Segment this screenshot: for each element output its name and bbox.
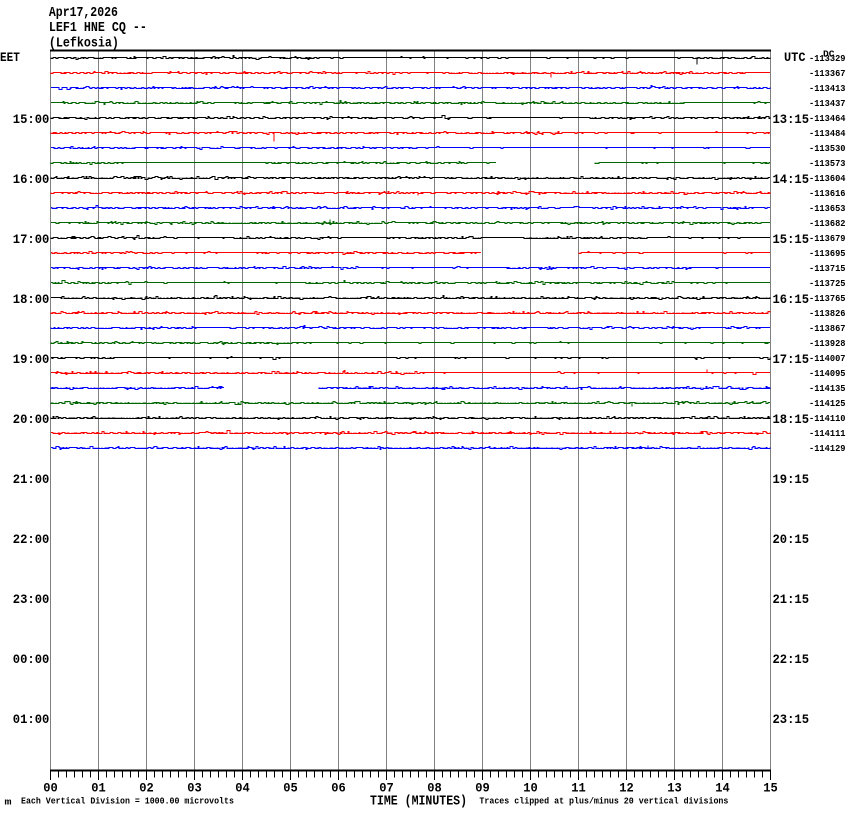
svg-text:18:00: 18:00 bbox=[13, 292, 50, 307]
svg-text:TIME (MINUTES): TIME (MINUTES) bbox=[370, 794, 467, 810]
svg-text:21:00: 21:00 bbox=[13, 472, 50, 487]
svg-text:-113765: -113765 bbox=[809, 294, 846, 304]
svg-text:15:00: 15:00 bbox=[13, 112, 50, 127]
svg-text:-113484: -113484 bbox=[809, 129, 846, 139]
svg-text:-113679: -113679 bbox=[809, 234, 846, 244]
svg-text:11: 11 bbox=[571, 781, 586, 796]
svg-text:22:00: 22:00 bbox=[13, 532, 50, 547]
svg-text:17:00: 17:00 bbox=[13, 232, 50, 247]
svg-text:-113715: -113715 bbox=[809, 264, 846, 274]
svg-text:18:15: 18:15 bbox=[773, 412, 810, 427]
svg-text:14: 14 bbox=[715, 781, 730, 796]
svg-text:-113695: -113695 bbox=[809, 249, 846, 259]
svg-text:-113616: -113616 bbox=[809, 189, 846, 199]
svg-text:17:15: 17:15 bbox=[773, 352, 810, 367]
svg-text:DC: DC bbox=[823, 49, 835, 59]
svg-text:14:15: 14:15 bbox=[773, 172, 810, 187]
svg-text:-113573: -113573 bbox=[809, 159, 846, 169]
svg-text:23:15: 23:15 bbox=[773, 712, 810, 727]
svg-text:20:00: 20:00 bbox=[13, 412, 50, 427]
svg-text:13: 13 bbox=[667, 781, 682, 796]
svg-text:22:15: 22:15 bbox=[773, 652, 810, 667]
svg-text:00:00: 00:00 bbox=[13, 652, 50, 667]
svg-text:23:00: 23:00 bbox=[13, 592, 50, 607]
svg-text:19:15: 19:15 bbox=[773, 472, 810, 487]
svg-text:-113725: -113725 bbox=[809, 279, 846, 289]
svg-text:07: 07 bbox=[379, 781, 394, 796]
svg-text:-113329: -113329 bbox=[809, 54, 846, 64]
svg-text:-113867: -113867 bbox=[809, 324, 846, 334]
svg-text:-113464: -113464 bbox=[809, 114, 846, 124]
svg-text:UTC: UTC bbox=[784, 51, 806, 65]
svg-text:04: 04 bbox=[235, 781, 250, 796]
svg-text:-113437: -113437 bbox=[809, 99, 846, 109]
svg-text:03: 03 bbox=[187, 781, 202, 796]
svg-text:16:15: 16:15 bbox=[773, 292, 810, 307]
svg-text:m: m bbox=[5, 798, 13, 808]
svg-text:-113826: -113826 bbox=[809, 309, 846, 319]
svg-text:12: 12 bbox=[619, 781, 634, 796]
svg-text:Apr17,2026: Apr17,2026 bbox=[49, 5, 118, 21]
svg-text:-114135: -114135 bbox=[809, 384, 846, 394]
svg-text:09: 09 bbox=[475, 781, 490, 796]
svg-text:08: 08 bbox=[427, 781, 442, 796]
svg-text:-114129: -114129 bbox=[809, 444, 846, 454]
svg-text:(Lefkosia): (Lefkosia) bbox=[49, 35, 119, 51]
svg-text:-113682: -113682 bbox=[809, 219, 846, 229]
svg-text:21:15: 21:15 bbox=[773, 592, 810, 607]
svg-text:-113413: -113413 bbox=[809, 84, 846, 94]
svg-text:02: 02 bbox=[139, 781, 154, 796]
svg-text:19:00: 19:00 bbox=[13, 352, 50, 367]
svg-text:-114007: -114007 bbox=[809, 354, 846, 364]
svg-text:00: 00 bbox=[43, 781, 58, 796]
svg-text:13:15: 13:15 bbox=[773, 112, 810, 127]
svg-text:Each Vertical Division = 1000.: Each Vertical Division = 1000.00 microvo… bbox=[21, 797, 234, 807]
svg-text:-114125: -114125 bbox=[809, 399, 846, 409]
svg-text:20:15: 20:15 bbox=[773, 532, 810, 547]
svg-text:-114110: -114110 bbox=[809, 414, 846, 424]
svg-text:01: 01 bbox=[91, 781, 106, 796]
svg-text:05: 05 bbox=[283, 781, 298, 796]
svg-text:-113367: -113367 bbox=[809, 69, 846, 79]
svg-text:-114111: -114111 bbox=[809, 429, 846, 439]
svg-text:-113653: -113653 bbox=[809, 204, 846, 214]
svg-text:01:00: 01:00 bbox=[13, 712, 50, 727]
svg-text:10: 10 bbox=[523, 781, 538, 796]
svg-text:LEF1 HNE CQ --: LEF1 HNE CQ -- bbox=[49, 20, 147, 36]
svg-text:Traces clipped at plus/minus 2: Traces clipped at plus/minus 20 vertical… bbox=[479, 797, 728, 807]
svg-text:-113928: -113928 bbox=[809, 339, 846, 349]
svg-text:-113604: -113604 bbox=[809, 174, 846, 184]
svg-text:16:00: 16:00 bbox=[13, 172, 50, 187]
svg-text:EET: EET bbox=[0, 51, 20, 65]
svg-text:-114095: -114095 bbox=[809, 369, 846, 379]
svg-text:15: 15 bbox=[763, 781, 778, 796]
svg-text:-113530: -113530 bbox=[809, 144, 846, 154]
svg-text:06: 06 bbox=[331, 781, 346, 796]
svg-text:15:15: 15:15 bbox=[773, 232, 810, 247]
